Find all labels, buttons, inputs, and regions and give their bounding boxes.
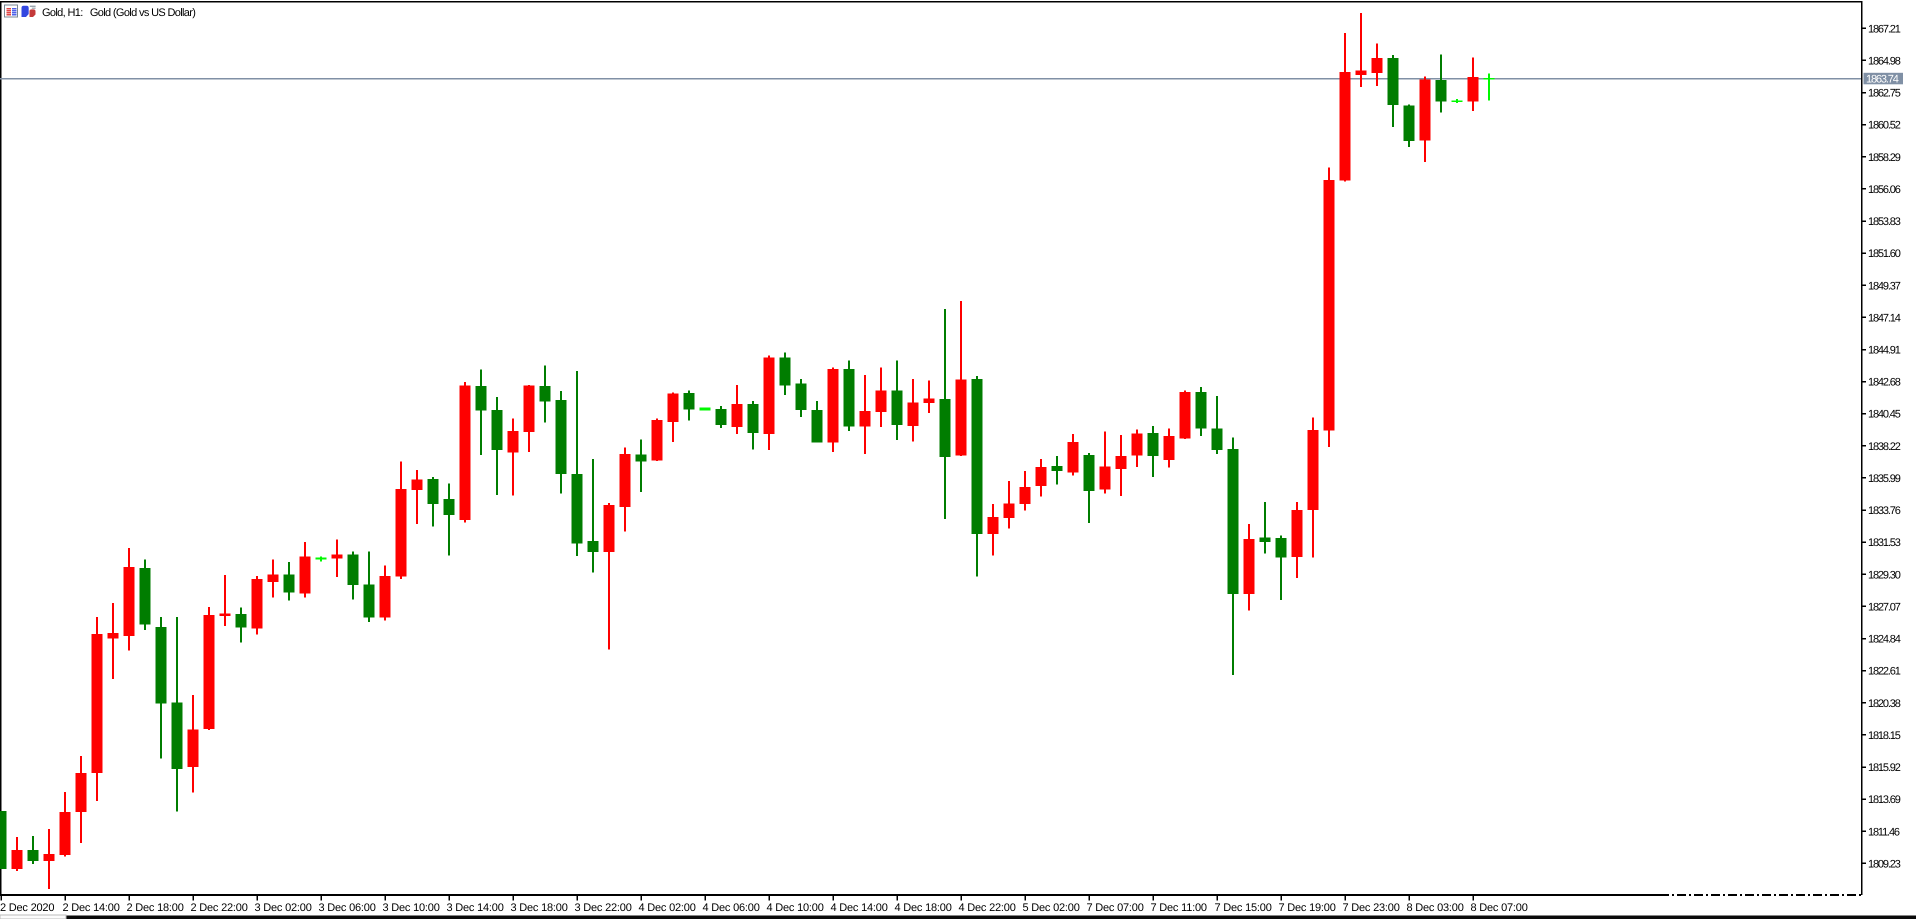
svg-text:2 Dec 2020: 2 Dec 2020 bbox=[0, 902, 54, 914]
svg-text:1849.37: 1849.37 bbox=[1868, 280, 1901, 292]
svg-text:3 Dec 10:00: 3 Dec 10:00 bbox=[383, 902, 440, 914]
svg-text:1833.76: 1833.76 bbox=[1868, 505, 1901, 517]
svg-text:1822.61: 1822.61 bbox=[1868, 666, 1901, 678]
svg-text:1842.68: 1842.68 bbox=[1868, 377, 1901, 389]
svg-text:1824.84: 1824.84 bbox=[1868, 634, 1901, 646]
svg-text:1851.60: 1851.60 bbox=[1868, 248, 1901, 260]
svg-text:7 Dec 23:00: 7 Dec 23:00 bbox=[1343, 902, 1400, 914]
svg-text:Gold, H1: Gold (Gold vs US Do: Gold, H1: Gold (Gold vs US Dollar) bbox=[42, 7, 195, 19]
svg-text:1835.99: 1835.99 bbox=[1868, 473, 1901, 485]
svg-text:8 Dec 07:00: 8 Dec 07:00 bbox=[1471, 902, 1528, 914]
svg-text:1818.15: 1818.15 bbox=[1868, 730, 1901, 742]
svg-text:1847.14: 1847.14 bbox=[1868, 312, 1901, 324]
svg-text:8 Dec 03:00: 8 Dec 03:00 bbox=[1407, 902, 1464, 914]
svg-text:1844.91: 1844.91 bbox=[1868, 345, 1901, 357]
svg-text:1853.83: 1853.83 bbox=[1868, 216, 1901, 228]
svg-text:1820.38: 1820.38 bbox=[1868, 698, 1901, 710]
svg-text:2 Dec 14:00: 2 Dec 14:00 bbox=[63, 902, 120, 914]
svg-text:4 Dec 02:00: 4 Dec 02:00 bbox=[639, 902, 696, 914]
svg-text:3 Dec 18:00: 3 Dec 18:00 bbox=[511, 902, 568, 914]
svg-text:1829.30: 1829.30 bbox=[1868, 569, 1901, 581]
svg-text:4 Dec 06:00: 4 Dec 06:00 bbox=[703, 902, 760, 914]
svg-text:4 Dec 14:00: 4 Dec 14:00 bbox=[831, 902, 888, 914]
svg-text:1863.74: 1863.74 bbox=[1866, 74, 1899, 86]
svg-text:1860.52: 1860.52 bbox=[1868, 120, 1901, 132]
svg-text:1838.22: 1838.22 bbox=[1868, 441, 1901, 453]
svg-text:7 Dec 15:00: 7 Dec 15:00 bbox=[1215, 902, 1272, 914]
svg-text:4 Dec 10:00: 4 Dec 10:00 bbox=[767, 902, 824, 914]
svg-text:7 Dec 11:00: 7 Dec 11:00 bbox=[1151, 902, 1207, 914]
svg-text:7 Dec 19:00: 7 Dec 19:00 bbox=[1279, 902, 1336, 914]
svg-text:1827.07: 1827.07 bbox=[1868, 601, 1901, 613]
svg-text:1815.92: 1815.92 bbox=[1868, 762, 1901, 774]
svg-text:3 Dec 02:00: 3 Dec 02:00 bbox=[255, 902, 312, 914]
svg-text:5 Dec 02:00: 5 Dec 02:00 bbox=[1023, 902, 1080, 914]
svg-text:1862.75: 1862.75 bbox=[1868, 88, 1901, 100]
svg-text:1809.23: 1809.23 bbox=[1868, 858, 1901, 870]
svg-text:1831.53: 1831.53 bbox=[1868, 537, 1901, 549]
svg-text:3 Dec 22:00: 3 Dec 22:00 bbox=[575, 902, 632, 914]
svg-text:1858.29: 1858.29 bbox=[1868, 152, 1901, 164]
svg-text:1867.21: 1867.21 bbox=[1868, 23, 1901, 35]
svg-text:2 Dec 22:00: 2 Dec 22:00 bbox=[191, 902, 248, 914]
svg-text:1864.98: 1864.98 bbox=[1868, 55, 1901, 67]
svg-text:1813.69: 1813.69 bbox=[1868, 794, 1901, 806]
svg-text:3 Dec 14:00: 3 Dec 14:00 bbox=[447, 902, 504, 914]
svg-text:1856.06: 1856.06 bbox=[1868, 184, 1901, 196]
svg-text:7 Dec 07:00: 7 Dec 07:00 bbox=[1087, 902, 1144, 914]
svg-text:4 Dec 22:00: 4 Dec 22:00 bbox=[959, 902, 1016, 914]
svg-text:3 Dec 06:00: 3 Dec 06:00 bbox=[319, 902, 376, 914]
svg-text:1811.46: 1811.46 bbox=[1868, 826, 1900, 838]
svg-text:4 Dec 18:00: 4 Dec 18:00 bbox=[895, 902, 952, 914]
svg-text:2 Dec 18:00: 2 Dec 18:00 bbox=[127, 902, 184, 914]
svg-text:1840.45: 1840.45 bbox=[1868, 409, 1901, 421]
